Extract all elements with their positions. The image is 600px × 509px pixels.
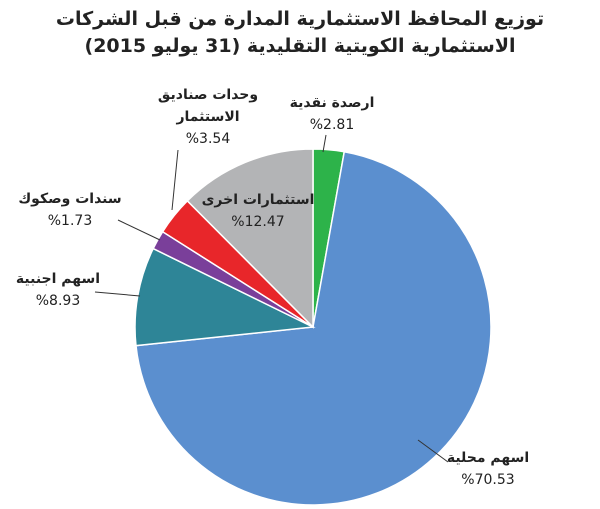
value-label: %2.81 (309, 117, 355, 133)
leader-line (117, 219, 161, 241)
leader-line (94, 291, 141, 297)
value-label: %3.54 (185, 131, 231, 147)
slice-label: وحدات صناديق الاستثمار %3.54 (153, 84, 263, 150)
slice-label: اسهم اجنبية %8.93 (16, 268, 100, 312)
category-label: سندات وصكوك (18, 191, 122, 207)
category-label: وحدات صناديق الاستثمار (157, 87, 259, 125)
value-label: %8.93 (35, 293, 81, 309)
category-label: استثمارات اخرى (201, 192, 315, 208)
slice-label: سندات وصكوك %1.73 (18, 188, 121, 232)
chart-title: توزيع المحافظ الاستثمارية المدارة من قبل… (55, 8, 545, 57)
pie-slice (186, 148, 314, 329)
value-label: %12.47 (231, 214, 285, 230)
leader-line (417, 439, 449, 463)
value-label: %1.73 (47, 213, 93, 229)
category-label: اسهم اجنبية (15, 271, 101, 287)
value-label: %70.53 (461, 472, 515, 488)
leader-line (171, 149, 179, 211)
slice-label: ارصدة نقدية %2.81 (290, 92, 375, 136)
leader-line (322, 134, 327, 153)
slice-label: استثمارات اخرى %12.47 (202, 189, 315, 233)
slice-label: اسهم محلية %70.53 (447, 447, 529, 491)
category-label: اسهم محلية (446, 450, 530, 466)
category-label: ارصدة نقدية (289, 95, 375, 111)
